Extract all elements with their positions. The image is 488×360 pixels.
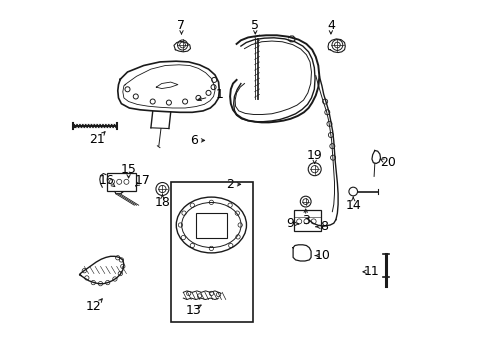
Text: 20: 20 (379, 156, 395, 169)
Text: 3: 3 (301, 214, 309, 227)
Text: 15: 15 (121, 163, 136, 176)
Text: 14: 14 (345, 199, 360, 212)
Text: 16: 16 (99, 174, 115, 186)
Bar (294, 210, 321, 231)
Text: 10: 10 (314, 249, 330, 262)
Text: 12: 12 (86, 300, 102, 313)
Text: 2: 2 (225, 178, 234, 191)
Text: 21: 21 (89, 133, 104, 146)
Text: 5: 5 (251, 19, 259, 32)
Bar (170, 182, 253, 322)
Text: 6: 6 (190, 134, 198, 147)
Text: 4: 4 (326, 19, 334, 32)
Text: 9: 9 (286, 217, 294, 230)
Text: 1: 1 (215, 88, 223, 101)
Text: 11: 11 (363, 265, 378, 278)
Text: 7: 7 (177, 19, 185, 32)
Text: 19: 19 (306, 149, 322, 162)
Text: 18: 18 (154, 196, 170, 209)
Bar (107, 173, 136, 191)
Text: 13: 13 (185, 304, 201, 317)
Text: 17: 17 (135, 174, 151, 186)
Text: 8: 8 (319, 220, 327, 233)
Bar (196, 213, 226, 238)
